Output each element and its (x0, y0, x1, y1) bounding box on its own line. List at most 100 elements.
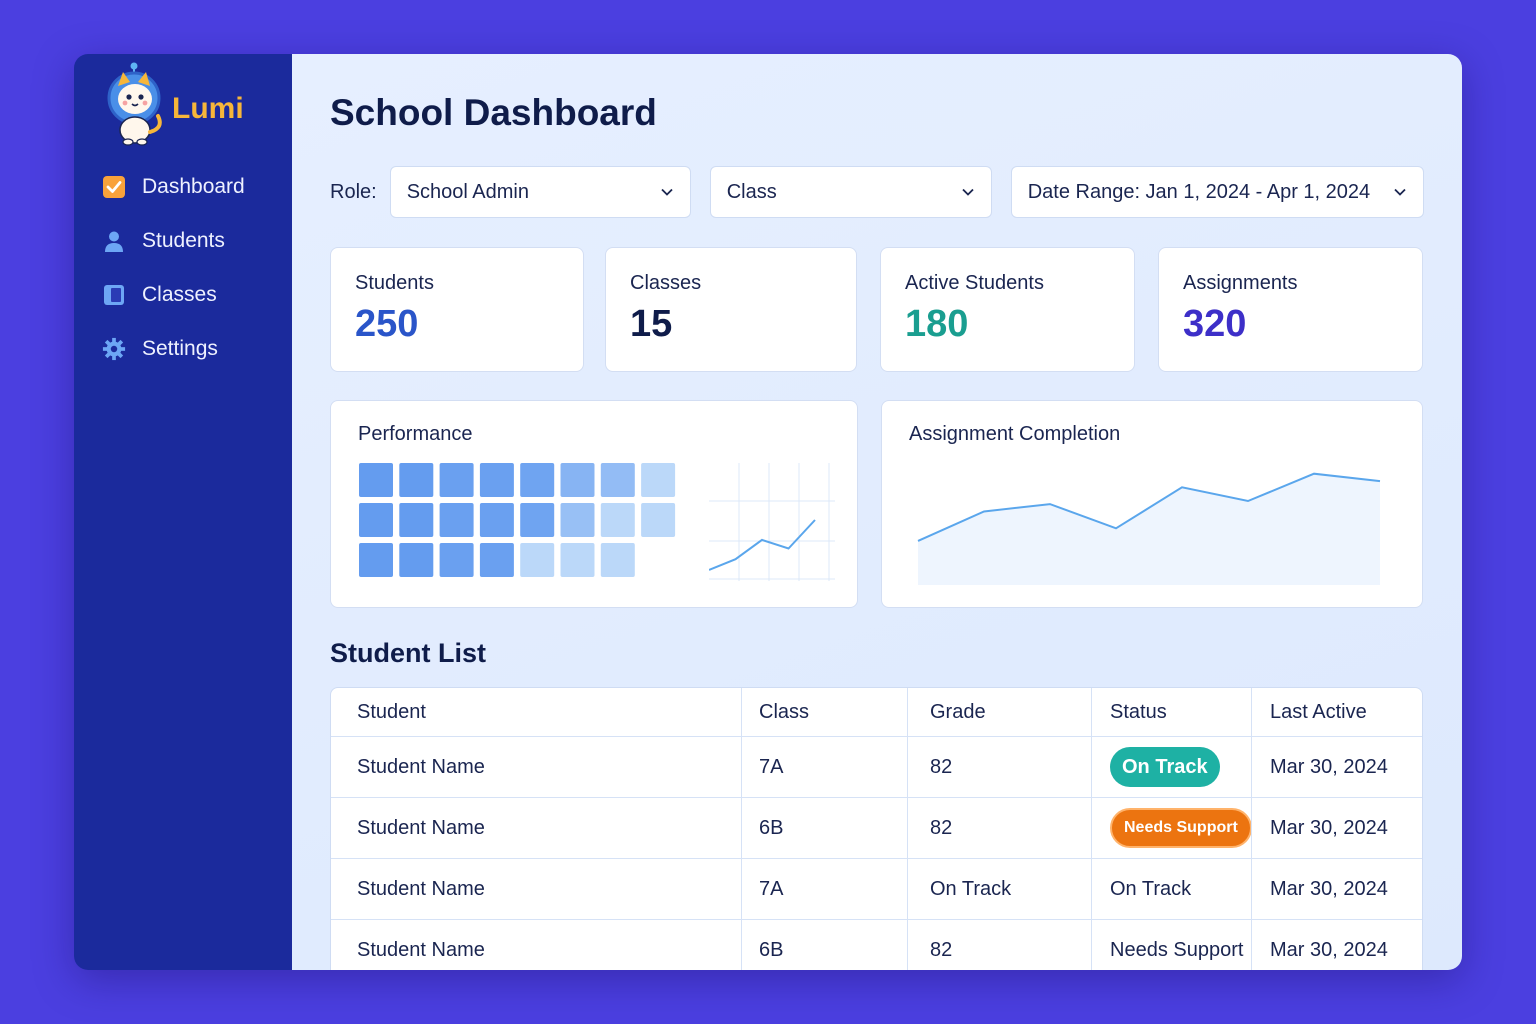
column-header-grade[interactable]: Grade (908, 688, 1092, 736)
table-row[interactable]: Student Name 7A On Track On Track Mar 30… (331, 859, 1422, 920)
heatmap-cell (359, 503, 393, 537)
heatmap-cell (641, 503, 676, 537)
user-icon (102, 229, 126, 253)
gear-icon (102, 337, 126, 361)
heatmap-cell (520, 503, 555, 537)
table-header-row: Student Class Grade Status Last Active (331, 688, 1422, 737)
table-row[interactable]: Student Name 7A 82 On Track Mar 30, 2024 (331, 737, 1422, 798)
heatmap-cell (520, 463, 555, 497)
heatmap-cell (560, 503, 595, 537)
sidebar-item-label: Settings (142, 337, 218, 360)
checkbox-icon (102, 175, 126, 199)
logo[interactable]: Lumi (104, 62, 244, 146)
sidebar-item-classes[interactable]: Classes (102, 268, 245, 322)
performance-title: Performance (358, 423, 473, 445)
role-label: Role: (330, 180, 377, 203)
completion-series-line (917, 472, 1381, 542)
assignment-completion-panel: Assignment Completion (881, 400, 1423, 608)
class-select-value: Class (726, 180, 777, 203)
last-active-cell: Mar 30, 2024 (1270, 755, 1388, 778)
date-range-select[interactable]: Date Range: Jan 1, 2024 - Apr 1, 2024 (1010, 166, 1424, 218)
stat-value: 320 (1183, 303, 1247, 345)
status-badge: On Track (1110, 747, 1220, 787)
chevron-down-icon (962, 188, 974, 196)
column-header-last-active[interactable]: Last Active (1270, 700, 1367, 723)
column-header-student[interactable]: Student (331, 688, 742, 736)
grade-cell: 82 (908, 920, 1092, 970)
role-select-value: School Admin (406, 180, 529, 203)
stat-value: 15 (630, 303, 673, 345)
last-active-cell: Mar 30, 2024 (1270, 877, 1388, 900)
student-table: Student Class Grade Status Last Active S… (330, 687, 1423, 970)
sidebar-item-settings[interactable]: Settings (102, 322, 245, 376)
heatmap-cell (600, 463, 635, 497)
table-row[interactable]: Student Name 6B 82 Needs Support Mar 30,… (331, 920, 1422, 970)
main-content: School Dashboard Role: School Admin Clas… (292, 54, 1462, 970)
app-window: Lumi Dashboard Students Classes (74, 54, 1462, 970)
heatmap-cell (399, 503, 434, 537)
heatmap-cell (641, 463, 676, 497)
heatmap-cell (399, 543, 434, 577)
sidebar-item-students[interactable]: Students (102, 214, 245, 268)
status-cell: On Track (1092, 737, 1252, 797)
status-cell: On Track (1092, 859, 1252, 919)
page-title: School Dashboard (330, 92, 657, 133)
status-badge: Needs Support (1110, 808, 1251, 848)
cat-astronaut-logo-icon (107, 62, 162, 146)
class-cell: 7A (742, 737, 908, 797)
grade-cell: 82 (908, 737, 1092, 797)
sidebar-item-label: Students (142, 229, 225, 252)
stat-card-classes[interactable]: Classes 15 (605, 247, 857, 372)
heatmap-cell (399, 463, 434, 497)
heatmap-cell (600, 543, 635, 577)
status-cell: Needs Support (1092, 798, 1252, 858)
stat-card-assignments[interactable]: Assignments 320 (1158, 247, 1423, 372)
chart-grid (709, 463, 835, 581)
assignment-completion-chart (917, 472, 1381, 585)
heatmap-cell (479, 503, 514, 537)
stat-label: Assignments (1183, 272, 1298, 294)
student-name-cell: Student Name (331, 737, 742, 797)
student-name-cell: Student Name (331, 798, 742, 858)
heatmap-cell (359, 543, 393, 577)
heatmap-cell (600, 503, 635, 537)
heatmap-cell (560, 543, 595, 577)
student-name-cell: Student Name (331, 920, 742, 970)
heatmap-cell (560, 463, 595, 497)
grade-cell: 82 (908, 798, 1092, 858)
performance-line-chart (709, 463, 835, 581)
class-select[interactable]: Class (709, 166, 992, 218)
class-cell: 7A (742, 859, 908, 919)
assignment-completion-title: Assignment Completion (909, 423, 1121, 445)
stat-label: Active Students (905, 272, 1044, 294)
stat-label: Classes (630, 272, 702, 294)
completion-area-fill (918, 473, 1380, 585)
stat-card-students[interactable]: Students 250 (330, 247, 584, 372)
date-range-value: Date Range: Jan 1, 2024 - Apr 1, 2024 (1027, 180, 1371, 203)
sidebar-item-label: Classes (142, 283, 217, 306)
heatmap-cell (439, 463, 474, 497)
class-cell: 6B (742, 920, 908, 970)
role-select[interactable]: School Admin (389, 166, 691, 218)
stat-label: Students (355, 272, 434, 294)
performance-panel: Performance (330, 400, 858, 608)
table-row[interactable]: Student Name 6B 82 Needs Support Mar 30,… (331, 798, 1422, 859)
app-name: Lumi (172, 92, 244, 125)
heatmap-cell (359, 463, 393, 497)
stat-card-active-students[interactable]: Active Students 180 (880, 247, 1135, 372)
column-header-status[interactable]: Status (1092, 688, 1252, 736)
class-cell: 6B (742, 798, 908, 858)
heatmap-cell (439, 543, 474, 577)
book-icon (102, 283, 126, 307)
heatmap-cell (520, 543, 555, 577)
column-header-class[interactable]: Class (742, 688, 908, 736)
chevron-down-icon (1394, 188, 1406, 196)
student-name-cell: Student Name (331, 859, 742, 919)
performance-heatmap (359, 463, 676, 577)
sidebar-item-dashboard[interactable]: Dashboard (102, 160, 245, 214)
status-cell: Needs Support (1092, 920, 1252, 970)
stat-value: 250 (355, 303, 419, 345)
filter-bar: Role: School Admin Class Date Range: Jan… (330, 166, 1424, 218)
grade-cell: On Track (908, 859, 1092, 919)
sidebar-item-label: Dashboard (142, 175, 245, 198)
